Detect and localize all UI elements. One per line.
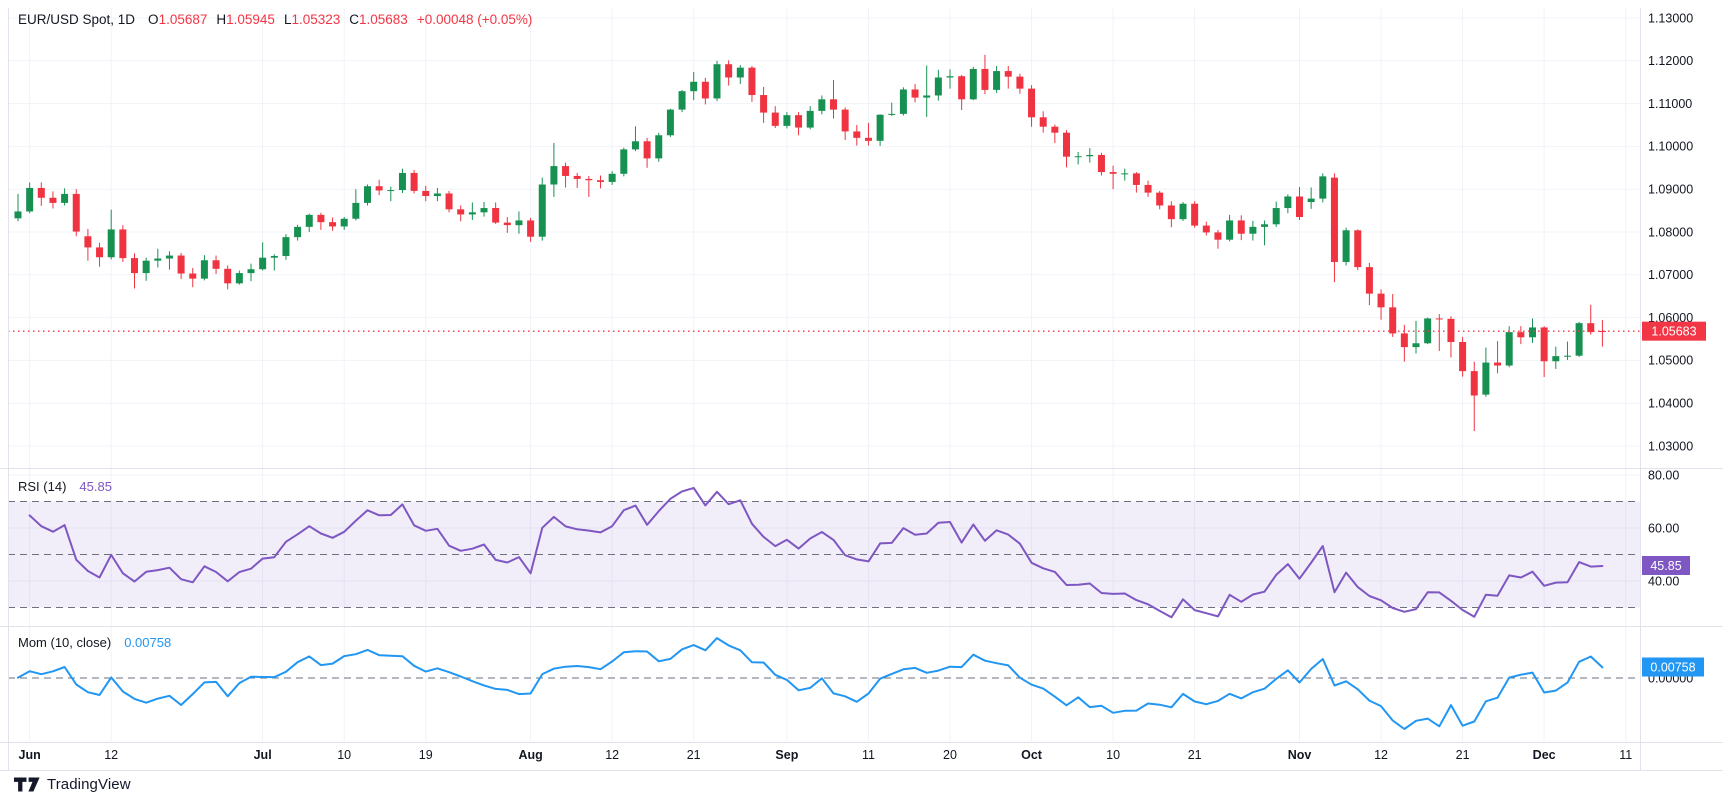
svg-text:10: 10 (1106, 748, 1120, 762)
high-label: H (216, 12, 227, 27)
svg-text:21: 21 (1456, 748, 1470, 762)
svg-text:19: 19 (419, 748, 433, 762)
tradingview-logo-link[interactable]: TradingView (14, 776, 131, 793)
svg-text:20: 20 (943, 748, 957, 762)
momentum-value-badge: 0.00758 (1642, 657, 1704, 677)
svg-text:12: 12 (1374, 748, 1388, 762)
candlestick-series (14, 54, 1606, 432)
svg-text:21: 21 (1188, 748, 1202, 762)
main-chart-legend: EUR/USD Spot, 1D O1.05687 H1.05945 L1.05… (18, 12, 532, 27)
svg-text:1.06000: 1.06000 (1648, 311, 1693, 325)
svg-text:1.03000: 1.03000 (1648, 439, 1693, 453)
high-value: 1.05945 (226, 12, 275, 27)
rsi-line (28, 486, 1604, 619)
ohlc-open: O1.05687 (148, 12, 207, 27)
svg-text:1.05000: 1.05000 (1648, 354, 1693, 368)
symbol-title: EUR/USD Spot, 1D (18, 12, 136, 27)
svg-text:1.07000: 1.07000 (1648, 268, 1693, 282)
svg-text:Aug: Aug (518, 748, 542, 762)
open-value: 1.05687 (158, 12, 208, 27)
tradingview-brand-text: TradingView (47, 776, 131, 793)
rsi-indicator-legend: RSI (14) 45.85 (18, 479, 112, 494)
svg-text:Jun: Jun (19, 748, 41, 762)
rsi-value: 45.85 (79, 479, 112, 494)
svg-text:11: 11 (1619, 748, 1632, 762)
tradingview-logo-icon (14, 777, 40, 792)
last-price-badge: 1.05683 (1642, 321, 1706, 341)
pane-separators (0, 8, 1723, 771)
svg-text:Oct: Oct (1021, 748, 1043, 762)
svg-text:1.08000: 1.08000 (1648, 225, 1693, 239)
svg-text:12: 12 (104, 748, 118, 762)
momentum-line (17, 637, 1604, 730)
svg-text:0.00758: 0.00758 (1650, 660, 1695, 674)
momentum-value: 0.00758 (124, 635, 172, 650)
svg-text:12: 12 (605, 748, 619, 762)
svg-text:Nov: Nov (1288, 748, 1312, 762)
svg-text:1.10000: 1.10000 (1648, 140, 1693, 154)
time-axis[interactable]: Jun 12 Jul 10 19 Aug 12 21 Sep 11 20 Oct 10 21 Nov 12 21… (19, 748, 1633, 762)
ohlc-high: H1.05945 (216, 12, 275, 27)
svg-text:11: 11 (862, 748, 875, 762)
gridlines (8, 8, 1640, 742)
ohlc-close: C1.05683 (349, 12, 408, 27)
svg-text:40.00: 40.00 (1648, 574, 1679, 588)
close-value: 1.05683 (359, 12, 408, 27)
svg-text:80.00: 80.00 (1648, 468, 1679, 482)
rsi-band (8, 501, 1640, 608)
rsi-label: RSI (14) (18, 479, 67, 494)
momentum-indicator-legend: Mom (10, close) 0.00758 (18, 635, 171, 650)
svg-text:Dec: Dec (1533, 748, 1556, 762)
price-axis[interactable]: 1.13000 1.12000 1.11000 1.10000 1.09000 1.080… (1648, 11, 1693, 453)
svg-text:1.05683: 1.05683 (1651, 324, 1696, 338)
low-label: L (283, 12, 292, 27)
rsi-axis[interactable]: 80.00 60.00 40.00 (1648, 468, 1679, 588)
low-value: 1.05323 (291, 12, 341, 27)
ohlc-low: L1.05323 (284, 12, 340, 27)
svg-text:1.13000: 1.13000 (1648, 11, 1693, 25)
close-label: C (349, 12, 360, 27)
svg-text:45.85: 45.85 (1650, 559, 1681, 573)
svg-text:Sep: Sep (775, 748, 798, 762)
svg-text:1.04000: 1.04000 (1648, 397, 1693, 411)
rsi-value-badge: 45.85 (1642, 555, 1690, 575)
momentum-label: Mom (10, close) (18, 635, 112, 650)
open-label: O (148, 12, 159, 27)
svg-text:1.12000: 1.12000 (1648, 54, 1693, 68)
svg-text:1.11000: 1.11000 (1648, 97, 1692, 111)
svg-text:21: 21 (687, 748, 701, 762)
svg-text:60.00: 60.00 (1648, 521, 1679, 535)
svg-text:10: 10 (337, 748, 351, 762)
svg-text:Jul: Jul (254, 748, 272, 762)
svg-text:1.09000: 1.09000 (1648, 183, 1693, 197)
change-value: +0.00048 (+0.05%) (416, 12, 533, 27)
